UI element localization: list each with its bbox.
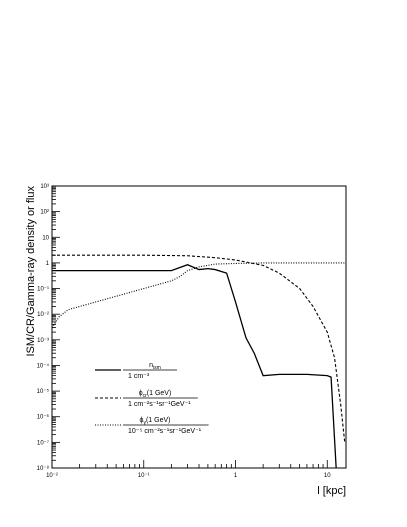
legend-label-denominator: 1 cm⁻²s⁻¹sr⁻¹GeV⁻¹ — [128, 401, 191, 408]
legend-label-denominator: 10⁻⁵ cm⁻²s⁻¹sr⁻¹GeV⁻¹ — [128, 428, 202, 435]
legend-label-denominator: 1 cm⁻³ — [128, 373, 150, 380]
series-line-solid — [52, 264, 337, 469]
y-tick-label: 10⁻⁷ — [37, 439, 49, 446]
y-tick-label: 1 — [46, 261, 50, 267]
legend-label-numerator: nism — [149, 362, 161, 371]
y-tick-label: 10⁻⁸ — [37, 465, 50, 472]
legend: nism 1 cm⁻³ ϕcr(1 GeV) 1 cm⁻²s⁻¹sr⁻¹GeV⁻¹ ϕγ… — [95, 362, 209, 435]
plot-frame — [51, 185, 347, 469]
legend-label-numerator: ϕγ(1 GeV) — [140, 417, 171, 426]
x-tick-label: 10⁻² — [46, 473, 58, 479]
y-tick-label: 10⁻⁴ — [37, 362, 50, 369]
x-tick-label: 1 — [234, 473, 238, 479]
legend-label-numerator: ϕcr(1 GeV) — [139, 390, 172, 399]
plot-area-border — [51, 185, 347, 469]
y-axis-label: ISM/CR/Gamma-ray density or flux — [25, 186, 37, 357]
y-tick-label: 10² — [40, 210, 49, 216]
series-lines — [51, 254, 346, 469]
y-tick-label: 10⁻⁵ — [37, 388, 50, 395]
y-tick-label: 10⁻² — [37, 312, 49, 318]
x-tick-label: 10 — [324, 473, 331, 479]
y-tick-label: 10³ — [40, 184, 49, 190]
x-axis-label: l [kpc] — [317, 485, 346, 497]
series-line-dotted — [51, 262, 346, 328]
series-line-dashed — [52, 254, 346, 443]
axis-ticks: 10⁻² 10⁻¹ 1 10 10⁻⁸ 10⁻⁷ 10⁻⁶ 10⁻⁵ 10⁻⁴ 10⁻³ 10⁻² 1… — [37, 184, 332, 479]
y-tick-label: 10⁻⁶ — [37, 414, 50, 421]
y-tick-label: 10 — [42, 235, 49, 241]
y-tick-label: 10⁻³ — [37, 338, 49, 344]
y-tick-label: 10⁻¹ — [37, 287, 49, 293]
x-tick-label: 10⁻¹ — [138, 473, 150, 479]
